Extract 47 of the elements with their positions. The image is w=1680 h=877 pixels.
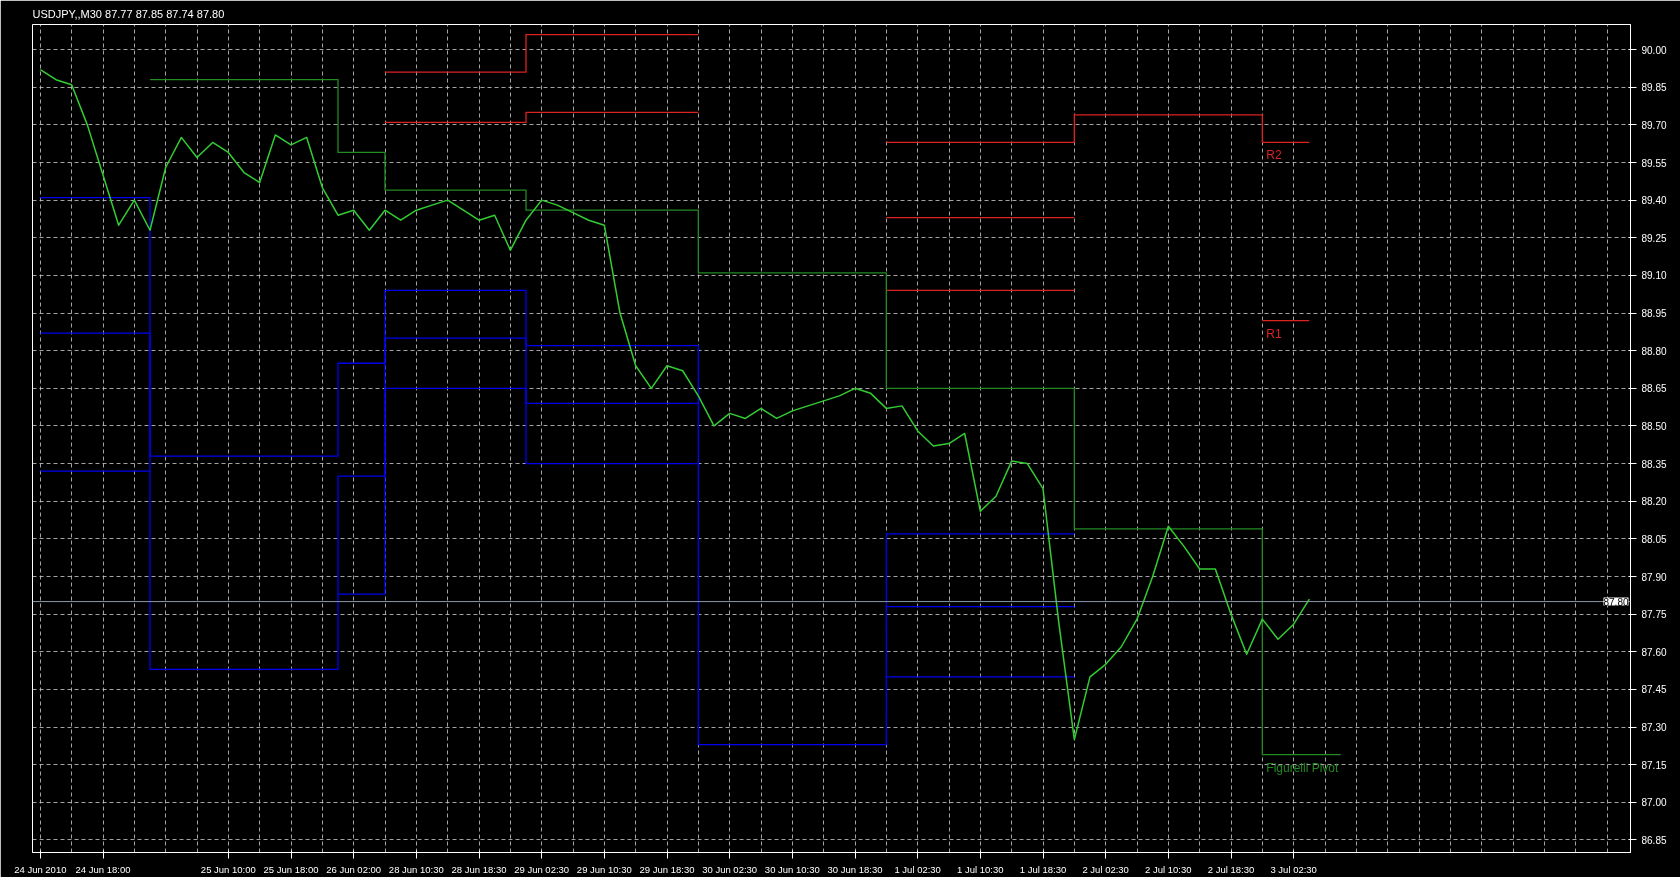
- x-tick-label: 30 Jun 02:30: [702, 863, 758, 875]
- y-tick-label: 89.25: [1641, 232, 1667, 244]
- y-tick-label: 89.70: [1641, 119, 1667, 131]
- y-tick-label: 87.00: [1641, 797, 1667, 809]
- x-tick-label: 30 Jun 10:30: [764, 863, 820, 875]
- y-tick-label: 87.90: [1641, 571, 1667, 583]
- y-tick-label: 88.05: [1641, 533, 1667, 545]
- y-tick-label: 87.60: [1641, 646, 1667, 658]
- y-tick-label: 87.45: [1641, 684, 1667, 696]
- y-tick-label: 89.10: [1641, 270, 1667, 282]
- y-tick-label: 88.80: [1641, 345, 1667, 357]
- x-tick-label: 1 Jul 18:30: [1019, 863, 1067, 875]
- y-tick-label: 88.95: [1641, 308, 1667, 320]
- y-tick-label: 88.50: [1641, 420, 1667, 432]
- x-tick-label: 29 Jun 02:30: [514, 863, 570, 875]
- x-tick-label: 26 Jun 02:00: [326, 863, 382, 875]
- chart-title: USDJPY,,M30 87.77 87.85 87.74 87.80: [32, 7, 225, 20]
- y-tick-label: 89.55: [1641, 157, 1667, 169]
- y-tick-label: 90.00: [1641, 44, 1667, 56]
- x-tick-label: 30 Jun 18:30: [827, 863, 883, 875]
- x-tick-label: 1 Jul 02:30: [894, 863, 941, 875]
- y-tick-label: 86.85: [1641, 834, 1667, 846]
- x-tick-label: 25 Jun 10:00: [200, 863, 256, 875]
- x-tick-label: 2 Jul 10:30: [1145, 863, 1192, 875]
- x-tick-label: 29 Jun 18:30: [639, 863, 695, 875]
- x-tick-label: 3 Jul 02:30: [1270, 863, 1317, 875]
- y-tick-label: 88.20: [1641, 496, 1667, 508]
- y-tick-label: 88.35: [1641, 458, 1667, 470]
- ref-line-label: 87.80: [1603, 596, 1629, 608]
- x-tick-label: 1 Jul 10:30: [957, 863, 1004, 875]
- y-tick-label: 87.75: [1641, 609, 1667, 621]
- x-tick-label: 24 Jun 2010: [14, 863, 67, 875]
- x-tick-label: 2 Jul 18:30: [1207, 863, 1255, 875]
- x-tick-label: 24 Jun 18:00: [75, 863, 131, 875]
- y-tick-label: 87.30: [1641, 722, 1667, 734]
- x-tick-label: 29 Jun 10:30: [576, 863, 632, 875]
- x-tick-label: 28 Jun 18:30: [451, 863, 507, 875]
- y-tick-label: 87.15: [1641, 759, 1667, 771]
- y-tick-label: 88.65: [1641, 383, 1667, 395]
- annotation: R1: [1266, 326, 1282, 341]
- x-tick-label: 28 Jun 10:30: [388, 863, 444, 875]
- y-tick-label: 89.85: [1641, 82, 1667, 94]
- y-tick-label: 89.40: [1641, 195, 1667, 207]
- x-tick-label: 2 Jul 02:30: [1082, 863, 1129, 875]
- annotation: Figurelli Pivot: [1266, 760, 1340, 775]
- annotation: R2: [1266, 148, 1282, 163]
- x-tick-label: 25 Jun 18:00: [263, 863, 319, 875]
